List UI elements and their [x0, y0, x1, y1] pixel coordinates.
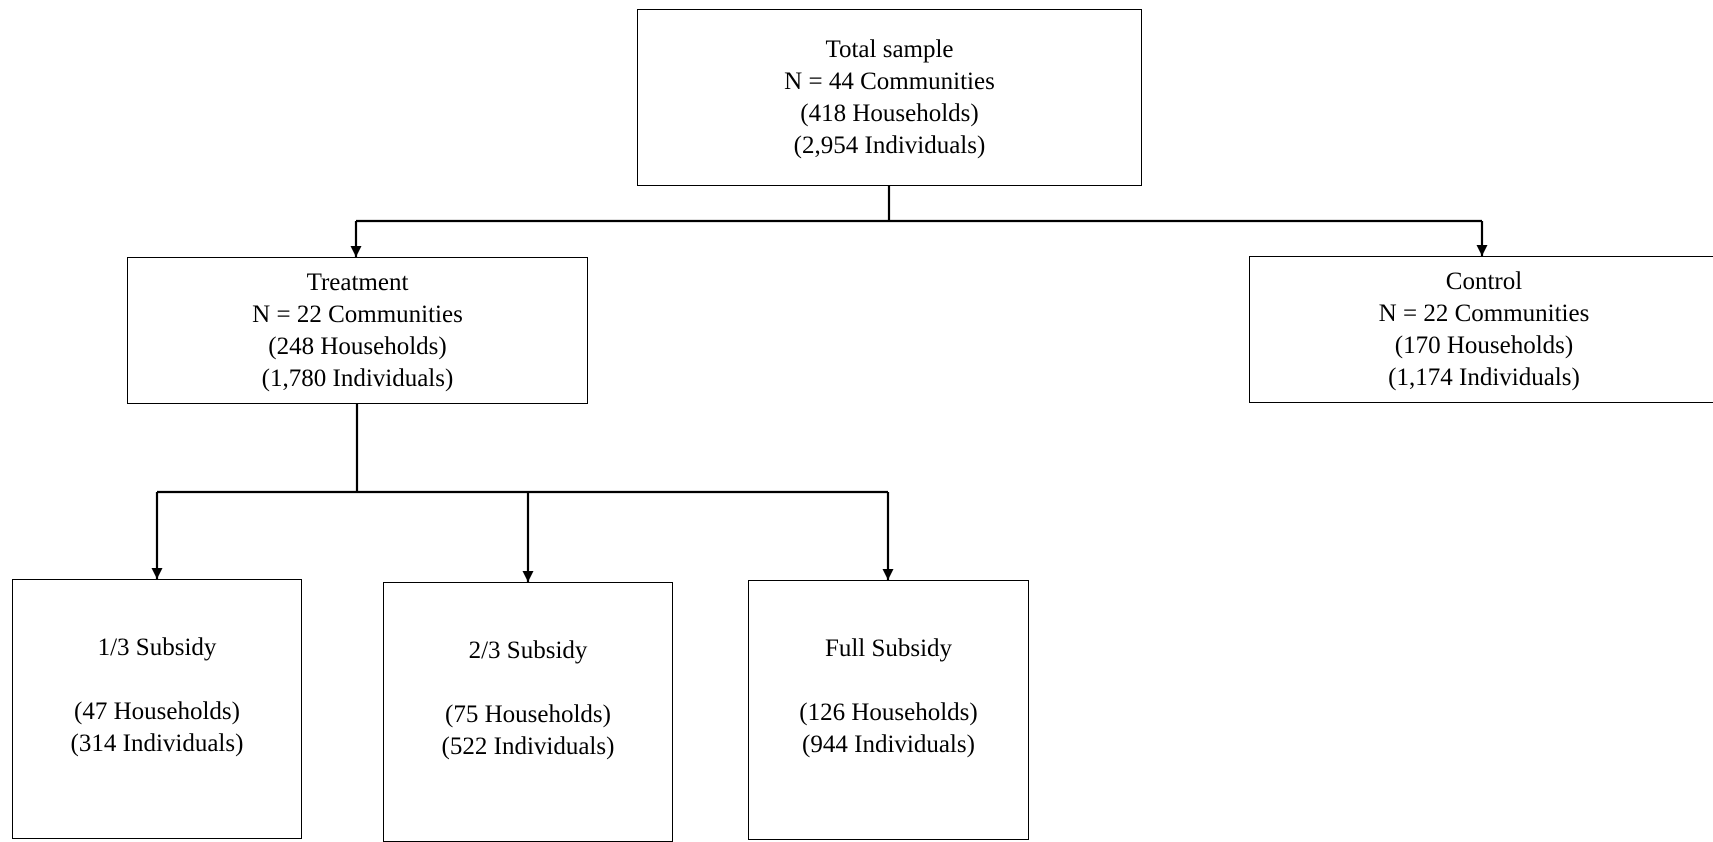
- total-sample-individuals: (2,954 Individuals): [793, 131, 986, 159]
- full-subsidy-individuals: (944 Individuals): [802, 731, 975, 758]
- treatment-households: (248 Households): [268, 332, 447, 360]
- treatment-individuals: (1,780 Individuals): [261, 364, 454, 392]
- treatment-title: Treatment: [306, 268, 409, 296]
- control-individuals: (1,174 Individuals): [1388, 363, 1580, 391]
- one-third-subsidy-title: 1/3 Subsidy: [97, 634, 217, 661]
- total-sample-communities: N = 44 Communities: [784, 67, 995, 95]
- one-third-subsidy-box: 1/3 Subsidy (47 Households) (314 Individ…: [12, 579, 302, 839]
- treatment-communities: N = 22 Communities: [252, 300, 463, 328]
- one-third-subsidy-individuals: (314 Individuals): [70, 730, 244, 757]
- two-thirds-subsidy-box: 2/3 Subsidy (75 Households) (522 Individ…: [383, 582, 673, 842]
- total-sample-title: Total sample: [825, 35, 954, 63]
- total-sample-households: (418 Households): [800, 99, 979, 127]
- total-sample-box: Total sample N = 44 Communities (418 Hou…: [637, 9, 1142, 186]
- control-title: Control: [1445, 267, 1523, 295]
- control-communities: N = 22 Communities: [1378, 299, 1590, 327]
- two-thirds-subsidy-individuals: (522 Individuals): [441, 733, 615, 760]
- control-households: (170 Households): [1394, 331, 1574, 359]
- full-subsidy-box: Full Subsidy (126 Households) (944 Indiv…: [748, 580, 1029, 840]
- treatment-box: Treatment N = 22 Communities (248 Househ…: [127, 257, 588, 404]
- control-box: Control N = 22 Communities (170 Househol…: [1249, 256, 1713, 403]
- full-subsidy-households: (126 Households): [799, 699, 978, 726]
- two-thirds-subsidy-title: 2/3 Subsidy: [468, 637, 588, 664]
- connector-lines: [151, 186, 1488, 582]
- two-thirds-subsidy-households: (75 Households): [445, 701, 611, 728]
- full-subsidy-title: Full Subsidy: [824, 635, 953, 662]
- one-third-subsidy-households: (47 Households): [74, 698, 240, 725]
